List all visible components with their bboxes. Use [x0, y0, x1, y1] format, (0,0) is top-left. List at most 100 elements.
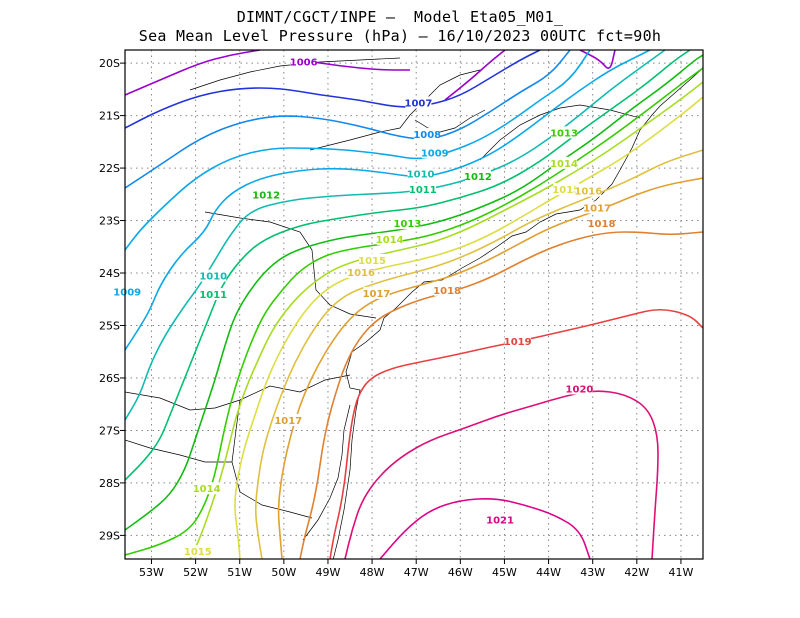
x-tick-label: 51W [227, 566, 252, 579]
isobar-label: 1015 [358, 256, 386, 267]
isobar-1015 [234, 96, 703, 559]
x-tick-label: 49W [316, 566, 341, 579]
isobar-label: 1008 [413, 130, 441, 141]
isobar-label: 1011 [409, 185, 437, 196]
isobar-label-bg [464, 169, 491, 182]
x-tick-label: 47W [404, 566, 429, 579]
isobar-labels: 1006 1007 1008 1009 1010 1011 1012 1012 1013 1013… [113, 55, 616, 558]
isobar-label: 1017 [363, 289, 391, 300]
isobar-label: 1012 [464, 172, 492, 183]
isobar-label: 1009 [421, 148, 449, 159]
isobar-label-bg [566, 382, 593, 395]
isobar-label: 1015 [552, 185, 580, 196]
isobar-label-bg [114, 285, 141, 298]
isobar-1009 [125, 50, 591, 251]
isobar-1017 [277, 177, 703, 559]
isobar-1016 [254, 149, 703, 559]
isobar-label: 1018 [588, 219, 616, 230]
lagoon-coast [302, 404, 351, 541]
isobar-label-bg [421, 146, 448, 159]
isobar-label-bg [200, 269, 227, 282]
isobar-label-bg [359, 253, 386, 266]
isobar-label-bg [584, 201, 611, 214]
isobar-label-bg [553, 183, 580, 196]
reservoir [414, 109, 486, 133]
isobar-1012 [125, 54, 703, 531]
isobar-1006 [579, 50, 616, 69]
y-tick-label: 23S [99, 215, 120, 228]
isobar-label: 1016 [574, 187, 602, 198]
isobar-label-bg [290, 55, 317, 68]
x-tick-label: 53W [139, 566, 164, 579]
isobar-label-bg [348, 265, 375, 278]
y-tick-label: 20S [99, 57, 120, 70]
x-tick-label: 42W [624, 566, 649, 579]
y-tick-label: 29S [99, 529, 120, 542]
x-tick-label: 52W [183, 566, 208, 579]
isobar-label: 1021 [486, 516, 514, 527]
isobar-label-bg [414, 127, 441, 140]
isobar-label: 1006 [290, 58, 318, 69]
x-tick-label: 50W [271, 566, 296, 579]
isobar-label-bg [487, 513, 514, 526]
isobar-label-bg [275, 413, 302, 426]
isobar-label: 1013 [550, 128, 578, 139]
y-tick-label: 22S [99, 162, 120, 175]
isobar-label-bg [394, 217, 421, 230]
isobar-1014 [189, 81, 703, 559]
isobar-label: 1010 [407, 169, 435, 180]
isobar-label: 1014 [376, 235, 404, 246]
y-tick-label: 21S [99, 110, 120, 123]
x-tick-label: 41W [669, 566, 694, 579]
y-tick-label: 26S [99, 372, 120, 385]
y-tick-label: 27S [99, 424, 120, 437]
isobar-label: 1016 [347, 268, 375, 279]
isobar-1006 [444, 50, 506, 101]
x-tick-label: 48W [360, 566, 385, 579]
y-tick-label: 28S [99, 477, 120, 490]
state-border [204, 211, 377, 319]
x-tick-label: 45W [492, 566, 517, 579]
isobar-label: 1019 [504, 337, 532, 348]
isobar-1020 [344, 390, 659, 559]
isobar-label-bg [200, 288, 227, 301]
plot-frame [124, 49, 704, 560]
isobar-label: 1015 [184, 547, 212, 558]
isobar-label-bg [363, 286, 390, 299]
y-axis: 20S 21S 22S 23S 24S 25S 26S 27S 28S 29S [99, 57, 125, 542]
isobar-label-bg [434, 283, 461, 296]
isobar-label: 1010 [199, 272, 227, 283]
isobar-1021 [379, 497, 591, 559]
x-tick-label: 46W [448, 566, 473, 579]
isobar-1019 [329, 308, 703, 559]
state-border [309, 69, 481, 151]
isobar-label-bg [504, 335, 531, 348]
isobar-label: 1018 [433, 286, 461, 297]
y-tick-label: 25S [99, 319, 120, 332]
isobar-label: 1009 [113, 287, 141, 298]
isobar-label-bg [253, 188, 280, 201]
isobar-1018 [299, 231, 703, 559]
isobar-label: 1017 [274, 416, 302, 427]
isobar-1009 [125, 50, 651, 351]
isobar-label: 1012 [252, 190, 280, 201]
x-tick-label: 43W [580, 566, 605, 579]
title-line-1: DIMNT/CGCT/INPE – Model Eta05_M01_ [236, 8, 564, 26]
isobar-label-bg [407, 167, 434, 180]
isobar-label: 1011 [199, 290, 227, 301]
isobar-1006 [125, 50, 261, 96]
isobar-label-bg [588, 217, 615, 230]
isobar-label-bg [376, 232, 403, 245]
country-border [125, 439, 232, 463]
state-border [231, 399, 313, 519]
isobar-1008 [125, 50, 571, 189]
isobar-label: 1014 [193, 484, 221, 495]
isobar-label-bg [551, 156, 578, 169]
isobar-label: 1020 [566, 384, 594, 395]
isobar-label-bg [184, 545, 211, 558]
isobar-label: 1007 [404, 98, 432, 109]
isobar-label-bg [405, 96, 432, 109]
x-axis: 53W 52W 51W 50W 49W 48W 47W 46W 45W 44W 43W 42W 41W [139, 559, 693, 579]
isobar-label-bg [551, 126, 578, 139]
